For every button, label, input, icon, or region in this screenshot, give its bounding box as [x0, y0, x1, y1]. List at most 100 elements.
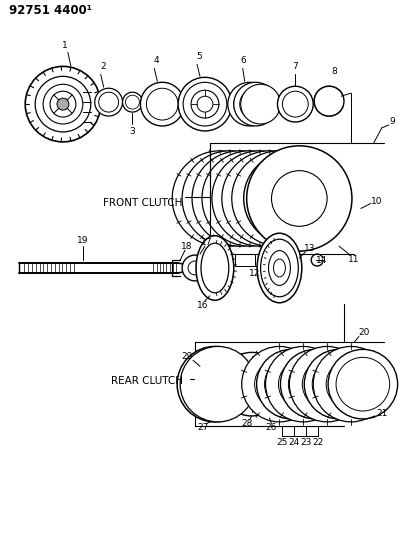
Circle shape [140, 82, 184, 126]
Text: 29: 29 [182, 352, 193, 361]
Text: 27: 27 [197, 423, 209, 432]
Circle shape [192, 151, 287, 246]
Text: 26: 26 [266, 423, 277, 432]
Text: 8: 8 [331, 67, 337, 76]
Circle shape [312, 357, 366, 411]
Text: 19: 19 [77, 236, 88, 245]
Circle shape [328, 350, 398, 419]
Circle shape [264, 357, 318, 411]
Circle shape [234, 82, 278, 126]
Text: REAR CLUTCH: REAR CLUTCH [111, 376, 183, 386]
Circle shape [272, 171, 327, 227]
Circle shape [326, 359, 376, 409]
Circle shape [212, 151, 307, 246]
Circle shape [43, 84, 83, 124]
Circle shape [207, 376, 223, 392]
Ellipse shape [260, 239, 298, 297]
Circle shape [220, 352, 284, 416]
Circle shape [241, 84, 280, 124]
Circle shape [95, 88, 122, 116]
Circle shape [314, 86, 344, 116]
Circle shape [234, 88, 266, 120]
Ellipse shape [257, 233, 302, 303]
Circle shape [50, 91, 76, 117]
Circle shape [57, 98, 69, 110]
Circle shape [242, 346, 317, 422]
Circle shape [250, 168, 309, 228]
Circle shape [289, 346, 365, 422]
Circle shape [244, 153, 335, 244]
Circle shape [258, 167, 321, 230]
Ellipse shape [274, 259, 286, 277]
Circle shape [280, 350, 350, 419]
Circle shape [313, 346, 389, 422]
Circle shape [336, 357, 390, 411]
Text: 18: 18 [181, 241, 193, 251]
Circle shape [318, 90, 340, 112]
Text: 9: 9 [390, 117, 396, 125]
Circle shape [230, 168, 289, 228]
Circle shape [187, 357, 243, 412]
Text: 13: 13 [304, 244, 315, 253]
Circle shape [146, 88, 178, 120]
Circle shape [25, 67, 101, 142]
Text: 23: 23 [300, 438, 312, 447]
Text: 24: 24 [289, 438, 300, 447]
Circle shape [220, 168, 280, 228]
Circle shape [178, 77, 232, 131]
Circle shape [240, 168, 299, 228]
Text: 25: 25 [277, 438, 288, 447]
Text: 28: 28 [241, 419, 252, 429]
Text: 10: 10 [371, 197, 382, 206]
Circle shape [191, 90, 219, 118]
Circle shape [126, 95, 140, 109]
Text: 22: 22 [312, 438, 324, 447]
Text: 2: 2 [100, 62, 106, 71]
Text: FRONT CLUTCH: FRONT CLUTCH [103, 198, 182, 208]
Ellipse shape [196, 236, 234, 300]
Circle shape [197, 366, 233, 402]
Circle shape [177, 346, 253, 422]
Circle shape [210, 168, 270, 228]
Circle shape [234, 366, 270, 402]
Circle shape [288, 357, 342, 411]
Text: 5: 5 [196, 52, 202, 61]
Circle shape [255, 359, 304, 409]
Circle shape [304, 350, 374, 419]
Text: 3: 3 [130, 127, 135, 136]
Circle shape [180, 346, 256, 422]
Circle shape [182, 255, 208, 281]
Text: 12: 12 [249, 270, 260, 278]
Circle shape [240, 88, 272, 120]
Circle shape [247, 146, 352, 251]
Text: 14: 14 [316, 255, 327, 264]
Text: 4: 4 [154, 56, 159, 65]
Circle shape [278, 359, 328, 409]
Text: 17: 17 [201, 238, 213, 247]
Ellipse shape [268, 251, 290, 285]
Circle shape [228, 82, 272, 126]
Circle shape [122, 92, 142, 112]
Text: 11: 11 [348, 255, 360, 263]
Text: 16: 16 [197, 301, 209, 310]
Circle shape [202, 151, 297, 246]
Circle shape [278, 86, 313, 122]
Circle shape [282, 91, 308, 117]
Circle shape [188, 261, 202, 275]
Text: 6: 6 [241, 56, 246, 65]
Text: 1: 1 [62, 41, 68, 50]
Circle shape [99, 92, 118, 112]
Text: 7: 7 [292, 62, 298, 71]
Circle shape [172, 151, 268, 246]
Circle shape [266, 346, 341, 422]
Circle shape [222, 151, 317, 246]
Circle shape [35, 76, 91, 132]
Circle shape [190, 168, 250, 228]
Ellipse shape [201, 243, 229, 293]
Circle shape [182, 151, 278, 246]
Circle shape [257, 350, 326, 419]
Circle shape [232, 151, 327, 246]
Text: 21: 21 [376, 409, 388, 418]
Circle shape [302, 359, 352, 409]
Circle shape [197, 96, 213, 112]
